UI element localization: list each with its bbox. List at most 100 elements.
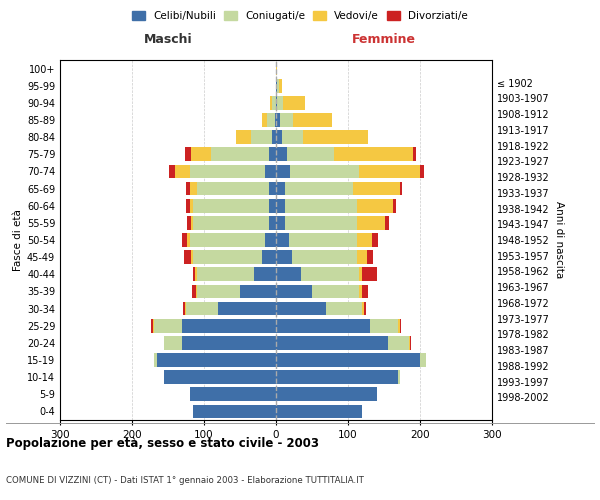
Bar <box>182 336 276 349</box>
Bar <box>190 388 276 401</box>
Bar <box>272 130 276 144</box>
Bar <box>358 233 372 247</box>
Bar <box>276 250 292 264</box>
Bar <box>272 96 276 110</box>
Bar <box>420 164 424 178</box>
Bar <box>251 130 272 144</box>
Bar <box>269 199 276 212</box>
Bar <box>282 130 304 144</box>
Bar <box>276 148 287 161</box>
Bar <box>262 113 268 127</box>
Bar <box>185 302 186 316</box>
Bar <box>326 302 362 316</box>
Bar <box>276 302 326 316</box>
Bar <box>254 268 276 281</box>
Bar <box>284 182 353 196</box>
Bar <box>191 216 193 230</box>
Bar <box>372 233 377 247</box>
Bar <box>186 302 218 316</box>
Bar <box>186 199 190 212</box>
Bar <box>157 353 276 367</box>
Bar <box>276 62 277 76</box>
Bar <box>398 319 400 332</box>
Bar <box>356 199 392 212</box>
Bar <box>359 164 420 178</box>
Bar <box>279 79 283 92</box>
Bar <box>359 268 362 281</box>
Bar <box>289 233 358 247</box>
Bar <box>280 113 293 127</box>
Bar <box>183 302 185 316</box>
Bar <box>193 216 269 230</box>
Bar <box>276 284 312 298</box>
Legend: Celibi/Nubili, Coniugati/e, Vedovi/e, Divorziati/e: Celibi/Nubili, Coniugati/e, Vedovi/e, Di… <box>129 8 471 24</box>
Bar <box>196 268 197 281</box>
Bar <box>420 353 426 367</box>
Bar <box>164 370 276 384</box>
Text: COMUNE DI VIZZINI (CT) - Dati ISTAT 1° gennaio 2003 - Elaborazione TUTTITALIA.IT: COMUNE DI VIZZINI (CT) - Dati ISTAT 1° g… <box>6 476 364 485</box>
Bar <box>290 164 359 178</box>
Bar <box>398 370 400 384</box>
Text: Femmine: Femmine <box>352 34 416 46</box>
Bar <box>175 164 190 178</box>
Bar <box>270 96 272 110</box>
Bar <box>362 302 364 316</box>
Bar <box>276 79 277 92</box>
Bar <box>362 284 368 298</box>
Bar <box>186 182 190 196</box>
Bar <box>275 113 276 127</box>
Bar <box>304 130 368 144</box>
Bar <box>269 148 276 161</box>
Bar <box>269 182 276 196</box>
Bar <box>276 164 290 178</box>
Bar <box>154 353 157 367</box>
Bar <box>211 148 269 161</box>
Bar <box>277 96 283 110</box>
Bar <box>191 148 211 161</box>
Bar <box>190 182 197 196</box>
Bar <box>400 319 401 332</box>
Bar <box>193 199 269 212</box>
Bar <box>367 250 373 264</box>
Bar <box>262 250 276 264</box>
Bar <box>193 404 276 418</box>
Bar <box>293 113 332 127</box>
Bar <box>276 404 362 418</box>
Bar <box>276 182 284 196</box>
Bar <box>193 250 262 264</box>
Bar <box>193 284 196 298</box>
Bar <box>265 233 276 247</box>
Bar <box>190 164 265 178</box>
Bar <box>197 182 269 196</box>
Bar <box>193 268 196 281</box>
Bar <box>284 199 356 212</box>
Y-axis label: Fasce di età: Fasce di età <box>13 209 23 271</box>
Bar <box>269 216 276 230</box>
Bar <box>276 336 388 349</box>
Bar <box>276 113 280 127</box>
Bar <box>184 250 191 264</box>
Bar <box>276 96 277 110</box>
Bar <box>276 388 377 401</box>
Bar <box>385 216 389 230</box>
Bar <box>388 336 409 349</box>
Bar <box>276 268 301 281</box>
Bar <box>154 319 182 332</box>
Bar <box>276 353 420 367</box>
Bar <box>392 199 396 212</box>
Bar <box>196 284 197 298</box>
Bar <box>276 233 289 247</box>
Bar <box>268 113 275 127</box>
Bar <box>287 148 334 161</box>
Bar <box>276 130 282 144</box>
Bar <box>356 250 367 264</box>
Bar <box>362 268 377 281</box>
Y-axis label: Anni di nascita: Anni di nascita <box>554 202 563 278</box>
Bar <box>265 164 276 178</box>
Bar <box>353 182 400 196</box>
Bar <box>197 284 240 298</box>
Bar <box>190 199 193 212</box>
Bar <box>276 370 398 384</box>
Bar <box>312 284 359 298</box>
Bar <box>197 268 254 281</box>
